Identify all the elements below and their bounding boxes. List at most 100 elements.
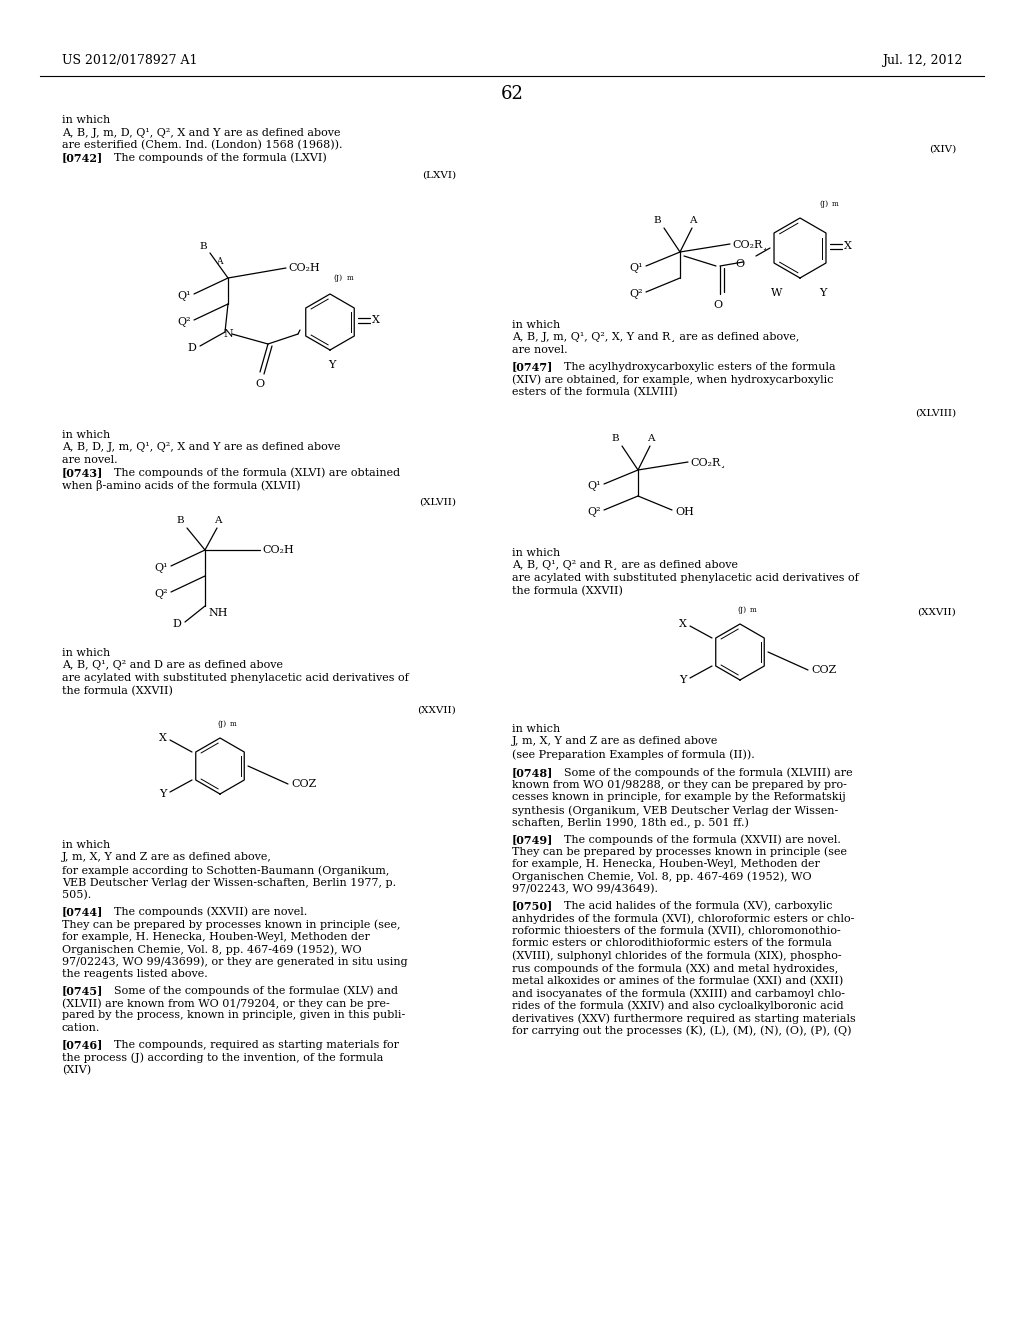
Text: are novel.: are novel.: [62, 455, 118, 465]
Text: derivatives (XXV) furthermore required as starting materials: derivatives (XXV) furthermore required a…: [512, 1012, 856, 1023]
Text: (J): (J): [737, 606, 746, 614]
Text: in which: in which: [62, 115, 111, 125]
Text: when β-amino acids of the formula (XLVII): when β-amino acids of the formula (XLVII…: [62, 480, 300, 491]
Text: Y: Y: [680, 675, 687, 685]
Text: COZ: COZ: [811, 665, 837, 675]
Text: [0750]: [0750]: [512, 900, 553, 912]
Text: in which: in which: [512, 723, 560, 734]
Text: (XLVIII): (XLVIII): [914, 408, 956, 417]
Text: (J): (J): [217, 719, 226, 729]
Text: schaften, Berlin 1990, 18th ed., p. 501 ff.): schaften, Berlin 1990, 18th ed., p. 501 …: [512, 817, 749, 828]
Text: cesses known in principle, for example by the Reformatskij: cesses known in principle, for example b…: [512, 792, 846, 803]
Text: OH: OH: [675, 507, 694, 517]
Text: in which: in which: [62, 430, 111, 440]
Text: B: B: [200, 242, 207, 251]
Text: the reagents listed above.: the reagents listed above.: [62, 969, 208, 979]
Text: VEB Deutscher Verlag der Wissen-schaften, Berlin 1977, p.: VEB Deutscher Verlag der Wissen-schaften…: [62, 878, 396, 887]
Text: are novel.: are novel.: [512, 345, 567, 355]
Text: Y: Y: [329, 360, 336, 370]
Text: formic esters or chlorodithioformic esters of the formula: formic esters or chlorodithioformic este…: [512, 939, 831, 948]
Text: Q²: Q²: [630, 289, 643, 300]
Text: A, B, J, m, Q¹, Q², X, Y and R¸ are as defined above,: A, B, J, m, Q¹, Q², X, Y and R¸ are as d…: [512, 333, 800, 342]
Text: (see Preparation Examples of formula (II)).: (see Preparation Examples of formula (II…: [512, 748, 755, 759]
Text: CO₂R¸: CO₂R¸: [732, 239, 768, 249]
Text: NH: NH: [208, 609, 227, 618]
Text: [0744]: [0744]: [62, 907, 103, 917]
Text: A, B, Q¹, Q² and R¸ are as defined above: A, B, Q¹, Q² and R¸ are as defined above: [512, 561, 738, 570]
Text: 97/02243, WO 99/43649).: 97/02243, WO 99/43649).: [512, 884, 658, 895]
Text: pared by the process, known in principle, given in this publi-: pared by the process, known in principle…: [62, 1011, 406, 1020]
Text: COZ: COZ: [291, 779, 316, 789]
Text: CO₂R¸: CO₂R¸: [690, 457, 726, 467]
Text: Jul. 12, 2012: Jul. 12, 2012: [882, 54, 962, 67]
Text: are acylated with substituted phenylacetic acid derivatives of: are acylated with substituted phenylacet…: [512, 573, 859, 583]
Text: rus compounds of the formula (XX) and metal hydroxides,: rus compounds of the formula (XX) and me…: [512, 964, 839, 974]
Text: metal alkoxides or amines of the formulae (XXI) and (XXII): metal alkoxides or amines of the formula…: [512, 975, 843, 986]
Text: (XLVII) are known from WO 01/79204, or they can be pre-: (XLVII) are known from WO 01/79204, or t…: [62, 998, 390, 1008]
Text: the process (J) according to the invention, of the formula: the process (J) according to the inventi…: [62, 1052, 383, 1063]
Text: are esterified (Chem. Ind. (London) 1568 (1968)).: are esterified (Chem. Ind. (London) 1568…: [62, 140, 342, 150]
Text: in which: in which: [512, 319, 560, 330]
Text: B: B: [653, 216, 662, 224]
Text: O: O: [255, 379, 264, 389]
Text: Q²: Q²: [588, 507, 601, 517]
Text: J, m, X, Y and Z are as defined above,: J, m, X, Y and Z are as defined above,: [62, 853, 272, 862]
Text: X: X: [844, 242, 852, 251]
Text: esters of the formula (XLVIII): esters of the formula (XLVIII): [512, 387, 678, 397]
Text: US 2012/0178927 A1: US 2012/0178927 A1: [62, 54, 198, 67]
Text: m: m: [750, 606, 757, 614]
Text: O: O: [714, 300, 723, 310]
Text: 62: 62: [501, 84, 523, 103]
Text: [0743]: [0743]: [62, 467, 103, 479]
Text: m: m: [347, 275, 353, 282]
Text: The compounds of the formula (LXVI): The compounds of the formula (LXVI): [100, 153, 327, 164]
Text: A, B, D, J, m, Q¹, Q², X and Y are as defined above: A, B, D, J, m, Q¹, Q², X and Y are as de…: [62, 442, 341, 453]
Text: J, m, X, Y and Z are as defined above: J, m, X, Y and Z are as defined above: [512, 737, 719, 747]
Text: (XXVII): (XXVII): [417, 705, 456, 714]
Text: The compounds (XXVII) are novel.: The compounds (XXVII) are novel.: [100, 907, 307, 917]
Text: 97/02243, WO 99/43699), or they are generated in situ using: 97/02243, WO 99/43699), or they are gene…: [62, 957, 408, 968]
Text: N: N: [223, 329, 232, 339]
Text: A: A: [216, 256, 223, 265]
Text: Q²: Q²: [177, 317, 191, 327]
Text: in which: in which: [62, 840, 111, 850]
Text: (LXVI): (LXVI): [422, 170, 456, 180]
Text: Organischen Chemie, Vol. 8, pp. 467-469 (1952), WO: Organischen Chemie, Vol. 8, pp. 467-469 …: [512, 871, 812, 882]
Text: [0749]: [0749]: [512, 834, 553, 845]
Text: Q¹: Q¹: [630, 263, 643, 273]
Text: A: A: [647, 434, 654, 444]
Text: (XIV) are obtained, for example, when hydroxycarboxylic: (XIV) are obtained, for example, when hy…: [512, 374, 834, 384]
Text: X: X: [159, 733, 167, 743]
Text: A: A: [214, 516, 222, 525]
Text: D: D: [187, 343, 196, 352]
Text: The acylhydroxycarboxylic esters of the formula: The acylhydroxycarboxylic esters of the …: [550, 362, 836, 371]
Text: A, B, Q¹, Q² and D are as defined above: A, B, Q¹, Q² and D are as defined above: [62, 660, 283, 671]
Text: the formula (XXVII): the formula (XXVII): [512, 586, 623, 595]
Text: for example according to Schotten-Baumann (Organikum,: for example according to Schotten-Bauman…: [62, 865, 389, 875]
Text: in which: in which: [512, 548, 560, 558]
Text: rides of the formula (XXIV) and also cycloalkylboronic acid: rides of the formula (XXIV) and also cyc…: [512, 1001, 844, 1011]
Text: for carrying out the processes (K), (L), (M), (N), (O), (P), (Q): for carrying out the processes (K), (L),…: [512, 1026, 852, 1036]
Text: m: m: [831, 201, 839, 209]
Text: m: m: [230, 719, 237, 729]
Text: X: X: [679, 619, 687, 630]
Text: (XIV): (XIV): [929, 145, 956, 154]
Text: The compounds of the formula (XLVI) are obtained: The compounds of the formula (XLVI) are …: [100, 467, 400, 478]
Text: (XXVII): (XXVII): [918, 607, 956, 616]
Text: cation.: cation.: [62, 1023, 100, 1034]
Text: They can be prepared by processes known in principle (see,: They can be prepared by processes known …: [62, 919, 400, 929]
Text: [0745]: [0745]: [62, 986, 103, 997]
Text: [0742]: [0742]: [62, 153, 103, 164]
Text: Y: Y: [819, 288, 826, 298]
Text: B: B: [611, 434, 618, 444]
Text: Some of the compounds of the formulae (XLV) and: Some of the compounds of the formulae (X…: [100, 986, 398, 997]
Text: The compounds of the formula (XXVII) are novel.: The compounds of the formula (XXVII) are…: [550, 834, 841, 845]
Text: (J): (J): [819, 201, 828, 209]
Text: for example, H. Henecka, Houben-Weyl, Methoden der: for example, H. Henecka, Houben-Weyl, Me…: [512, 859, 820, 869]
Text: The acid halides of the formula (XV), carboxylic: The acid halides of the formula (XV), ca…: [550, 900, 833, 911]
Text: [0747]: [0747]: [512, 362, 553, 372]
Text: the formula (XXVII): the formula (XXVII): [62, 685, 173, 696]
Text: are acylated with substituted phenylacetic acid derivatives of: are acylated with substituted phenylacet…: [62, 673, 409, 682]
Text: synthesis (Organikum, VEB Deutscher Verlag der Wissen-: synthesis (Organikum, VEB Deutscher Verl…: [512, 805, 839, 816]
Text: 505).: 505).: [62, 890, 91, 900]
